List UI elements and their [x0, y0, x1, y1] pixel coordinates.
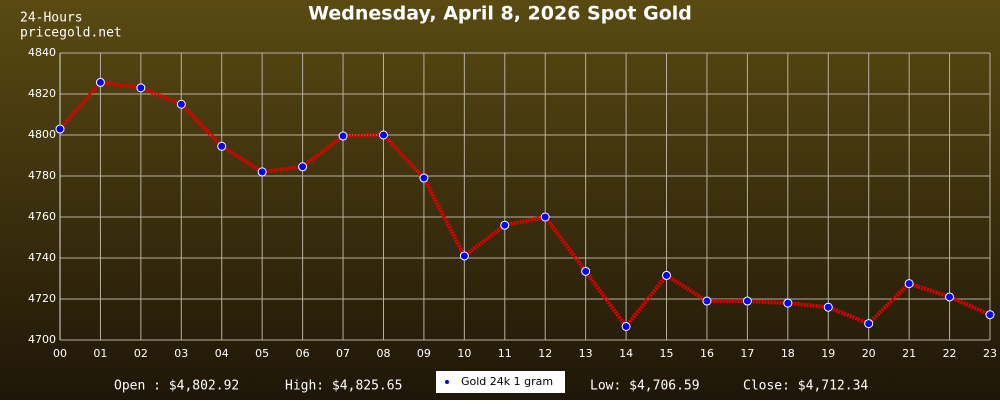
x-tick-label: 02	[134, 347, 148, 360]
x-tick-label: 19	[821, 347, 835, 360]
y-tick-label: 4700	[28, 333, 56, 346]
x-tick-label: 03	[174, 347, 188, 360]
point	[136, 83, 146, 93]
point	[419, 173, 429, 183]
x-tick-label: 18	[781, 347, 795, 360]
y-tick-label: 4780	[28, 169, 56, 182]
point	[257, 167, 267, 177]
stat: Open : $4,802.92	[114, 379, 239, 394]
chart-title: Wednesday, April 8, 2026 Spot Gold	[308, 3, 692, 25]
point	[378, 130, 388, 140]
point	[702, 296, 712, 306]
x-tick-label: 06	[296, 347, 310, 360]
stat: Close: $4,712.34	[743, 379, 868, 394]
x-tick-label: 08	[376, 347, 390, 360]
point	[217, 141, 227, 151]
legend-label: Gold 24k 1 gram	[461, 375, 553, 388]
point	[621, 321, 631, 331]
legend	[436, 371, 565, 393]
x-tick-label: 17	[740, 347, 754, 360]
point	[540, 212, 550, 222]
point	[864, 319, 874, 329]
point	[985, 310, 995, 320]
x-tick-label: 07	[336, 347, 350, 360]
x-tick-label: 05	[255, 347, 269, 360]
point	[500, 220, 510, 230]
x-tick-label: 12	[538, 347, 552, 360]
x-tick-label: 22	[943, 347, 957, 360]
x-tick-label: 04	[215, 347, 229, 360]
point	[783, 298, 793, 308]
point	[581, 266, 591, 276]
corner-label: 24-Hours	[20, 11, 83, 26]
y-tick-label: 4820	[28, 87, 56, 100]
point	[662, 270, 672, 280]
y-tick-label: 4800	[28, 128, 56, 141]
point	[945, 292, 955, 302]
y-tick-label: 4840	[28, 46, 56, 59]
point	[904, 279, 914, 289]
x-tick-label: 23	[983, 347, 997, 360]
stat: High: $4,825.65	[285, 379, 402, 394]
y-tick-label: 4760	[28, 210, 56, 223]
x-tick-label: 10	[457, 347, 471, 360]
x-tick-label: 13	[579, 347, 593, 360]
x-tick-label: 11	[498, 347, 512, 360]
point	[176, 99, 186, 109]
x-tick-label: 14	[619, 347, 633, 360]
corner-label: pricegold.net	[20, 26, 122, 41]
x-tick-label: 00	[53, 347, 67, 360]
x-tick-label: 15	[660, 347, 674, 360]
x-tick-label: 20	[862, 347, 876, 360]
x-tick-label: 21	[902, 347, 916, 360]
point	[459, 251, 469, 261]
x-tick-label: 09	[417, 347, 431, 360]
y-tick-label: 4720	[28, 292, 56, 305]
point	[742, 296, 752, 306]
point	[338, 131, 348, 141]
y-tick-label: 4740	[28, 251, 56, 264]
point	[823, 302, 833, 312]
stat: Low: $4,706.59	[590, 379, 700, 394]
x-tick-label: 01	[93, 347, 107, 360]
legend-marker	[445, 380, 449, 384]
point	[298, 162, 308, 172]
point	[95, 77, 105, 87]
x-tick-label: 16	[700, 347, 714, 360]
point	[55, 124, 65, 134]
